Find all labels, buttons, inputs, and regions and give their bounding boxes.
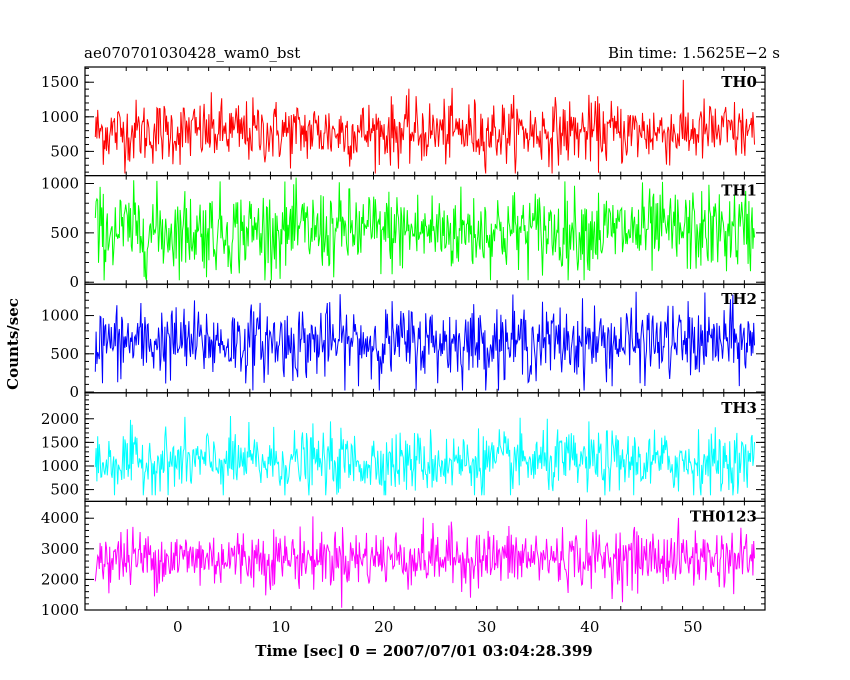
y-tick-label: 4000: [41, 509, 79, 527]
panel-frame: [84, 500, 766, 611]
panel-label-th2: TH2: [721, 290, 757, 308]
y-tick-label: 1500: [41, 73, 79, 91]
panel-th1: 0 500 1000 TH1: [41, 174, 766, 291]
x-axis-label: Time [sec] 0 = 2007/07/01 03:04:28.399: [255, 642, 592, 660]
y-axis-label: Counts/sec: [4, 298, 22, 390]
y-tick-label: 500: [50, 142, 79, 160]
series-line-th3: [94, 415, 755, 496]
series-line-th0: [94, 79, 755, 174]
series-line-th1: [94, 177, 755, 281]
x-tick-label: 10: [271, 618, 290, 636]
x-tick-label: 40: [580, 618, 599, 636]
x-tick-label: 30: [477, 618, 496, 636]
y-tick-label: 500: [50, 345, 79, 363]
chart-title-right: Bin time: 1.5625E−2 s: [608, 44, 780, 62]
panel-th0123: 1000 2000 3000 4000 TH0123: [41, 500, 766, 619]
y-tick-label: 500: [50, 481, 79, 499]
y-tick-label: 0: [69, 383, 79, 401]
y-tick-label: 1000: [41, 601, 79, 619]
y-tick-label: 0: [69, 273, 79, 291]
panel-th2: 0 500 1000 TH2: [41, 283, 766, 401]
y-tick-label: 2000: [41, 570, 79, 588]
y-tick-label: 1500: [41, 433, 79, 451]
panel-label-th0123: TH0123: [690, 507, 757, 525]
y-tick-label: 500: [50, 224, 79, 242]
y-tick-label: 1000: [41, 307, 79, 325]
panel-label-th1: TH1: [721, 182, 757, 200]
x-axis: 0 10 20 30 40 50: [173, 618, 702, 636]
y-tick-label: 1000: [41, 108, 79, 126]
panel-label-th3: TH3: [721, 399, 757, 417]
y-tick-label: 2000: [41, 410, 79, 428]
y-tick-label: 1000: [41, 457, 79, 475]
panel-th3: 500 1000 1500 2000 TH3: [41, 392, 766, 502]
panel-label-th0: TH0: [721, 73, 757, 91]
y-tick-label: 3000: [41, 540, 79, 558]
panel-th0: 500 1000 1500 TH0: [41, 66, 766, 177]
x-tick-label: 20: [374, 618, 393, 636]
x-tick-label: 50: [683, 618, 702, 636]
y-tick-label: 1000: [41, 174, 79, 192]
chart-title-left: ae070701030428_wam0_bst: [84, 44, 300, 62]
series-line-th0123: [94, 516, 755, 608]
x-tick-label: 0: [173, 618, 183, 636]
series-line-th2: [94, 291, 755, 391]
